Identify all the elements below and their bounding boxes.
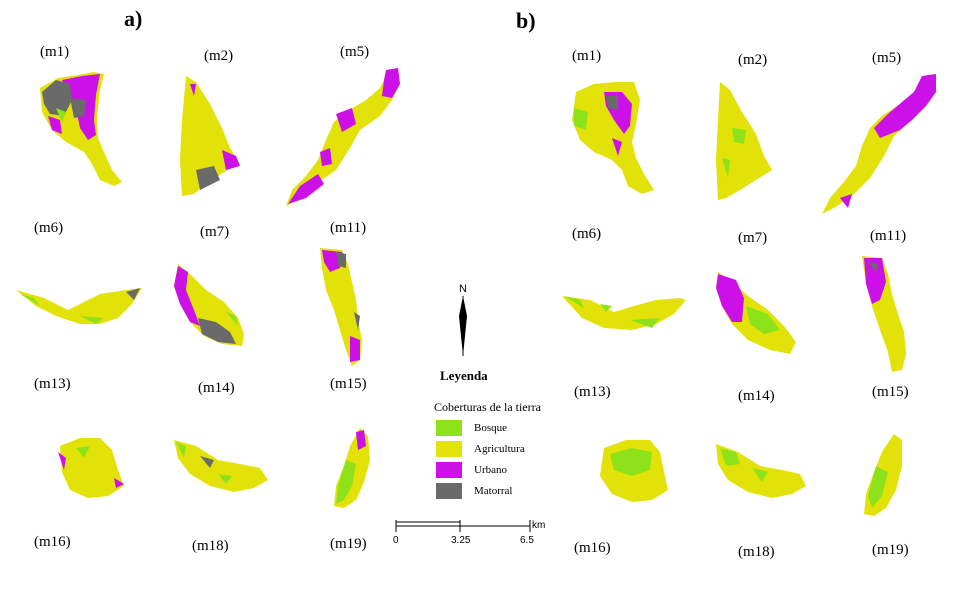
label-b-m11: (m11) bbox=[870, 228, 907, 244]
legend-item-agricultura: Agricultura bbox=[436, 441, 525, 457]
legend-item-urbano: Urbano bbox=[436, 462, 507, 478]
label-a-m14: (m14) bbox=[198, 380, 235, 396]
scale-tick-end: 6.5 bbox=[520, 535, 534, 546]
label-a-m11: (m11) bbox=[330, 220, 367, 236]
label-a-m16: (m16) bbox=[34, 534, 71, 550]
legend-subtitle: Coberturas de la tierra bbox=[434, 400, 541, 414]
map-a-m14 bbox=[174, 440, 268, 492]
panel-label-b: b) bbox=[516, 8, 536, 33]
label-b-m7: (m7) bbox=[738, 230, 768, 246]
legend-swatch-agricultura bbox=[436, 441, 462, 457]
label-b-m13: (m13) bbox=[574, 384, 611, 400]
label-b-m1: (m1) bbox=[572, 48, 602, 64]
label-b-m2: (m2) bbox=[738, 52, 768, 68]
label-b-m18: (m18) bbox=[738, 544, 775, 560]
north-arrow-icon bbox=[459, 296, 467, 356]
map-b-m6 bbox=[562, 296, 686, 330]
map-a-m5 bbox=[286, 68, 400, 206]
map-b-m13 bbox=[600, 440, 668, 502]
label-b-m14: (m14) bbox=[738, 388, 775, 404]
label-a-m7: (m7) bbox=[200, 224, 230, 240]
map-b-m14 bbox=[716, 444, 806, 498]
map-a-m11 bbox=[320, 248, 362, 366]
label-a-m19: (m19) bbox=[330, 536, 367, 552]
map-a-m2 bbox=[180, 76, 240, 196]
scale-unit: km bbox=[532, 520, 546, 531]
label-a-m5: (m5) bbox=[340, 44, 370, 60]
scale-tick-mid: 3.25 bbox=[451, 535, 471, 546]
legend-label-agricultura: Agricultura bbox=[474, 443, 525, 455]
legend-title: Leyenda bbox=[440, 368, 488, 383]
legend-label-matorral: Matorral bbox=[474, 485, 513, 497]
scale-tick-0: 0 bbox=[393, 535, 399, 546]
map-a-m15 bbox=[334, 428, 370, 508]
north-label: N bbox=[459, 283, 467, 295]
map-b-m1 bbox=[572, 82, 654, 194]
label-b-m19: (m19) bbox=[872, 542, 909, 558]
label-a-m6: (m6) bbox=[34, 220, 64, 236]
legend-swatch-bosque bbox=[436, 420, 462, 436]
label-b-m15: (m15) bbox=[872, 384, 909, 400]
map-b-m11 bbox=[862, 256, 906, 372]
label-b-m6: (m6) bbox=[572, 226, 602, 242]
map-a-m7 bbox=[174, 264, 244, 346]
legend-swatch-urbano bbox=[436, 462, 462, 478]
map-a-m6 bbox=[16, 288, 142, 324]
map-a-m1 bbox=[40, 72, 122, 186]
map-a-m13 bbox=[58, 438, 124, 498]
legend-item-matorral: Matorral bbox=[436, 483, 512, 499]
label-a-m13: (m13) bbox=[34, 376, 71, 392]
label-a-m2: (m2) bbox=[204, 48, 234, 64]
label-b-m5: (m5) bbox=[872, 50, 902, 66]
label-b-m16: (m16) bbox=[574, 540, 611, 556]
scale-bar bbox=[395, 520, 531, 532]
legend-swatch-matorral bbox=[436, 483, 462, 499]
legend-label-urbano: Urbano bbox=[474, 464, 507, 476]
map-b-m15 bbox=[864, 434, 902, 516]
panel-label-a: a) bbox=[124, 6, 143, 31]
legend-label-bosque: Bosque bbox=[474, 422, 507, 434]
legend-item-bosque: Bosque bbox=[436, 420, 507, 436]
label-a-m1: (m1) bbox=[40, 44, 70, 60]
label-a-m15: (m15) bbox=[330, 376, 367, 392]
map-b-m7 bbox=[716, 272, 796, 354]
map-b-m5 bbox=[822, 74, 936, 214]
map-b-m2 bbox=[716, 82, 772, 200]
label-a-m18: (m18) bbox=[192, 538, 229, 554]
